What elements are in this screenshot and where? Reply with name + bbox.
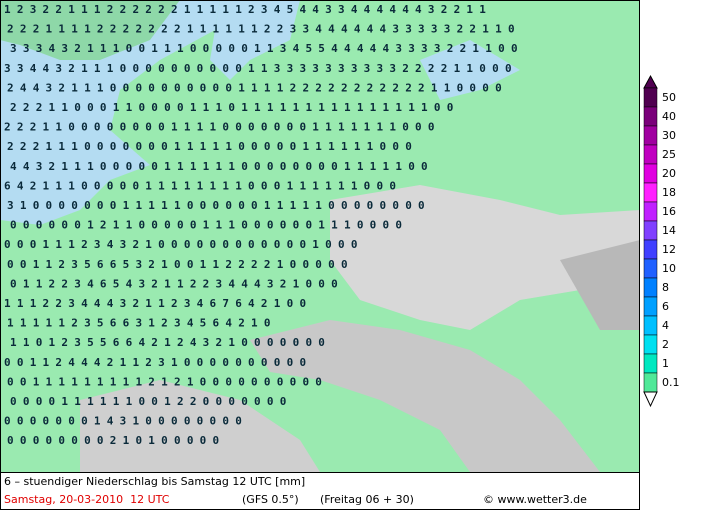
mountains [330,185,640,330]
precip-row: 0 1 1 2 2 3 4 6 5 4 3 2 1 1 2 2 3 4 4 4 … [10,277,338,290]
precip-values: 1 2 3 2 2 1 1 1 2 2 2 2 2 2 1 1 1 1 1 2 … [4,3,518,447]
legend-arrow-bottom [643,391,658,408]
legend-swatch [643,258,658,279]
precip-area [0,0,180,60]
sea [210,0,300,80]
precip-row: 4 4 3 2 1 1 1 0 0 0 0 0 1 1 1 1 1 1 0 0 … [10,160,427,173]
legend-label: 50 [662,91,676,104]
legend-label: 1 [662,357,669,370]
precip-row: 0 0 1 1 2 3 5 6 6 5 3 2 1 0 0 1 1 2 2 2 … [7,258,347,271]
legend-label: 2 [662,338,669,351]
legend-label: 14 [662,224,676,237]
precip-row: 2 2 2 1 1 1 0 0 0 0 0 0 0 1 1 1 1 1 0 0 … [7,140,412,153]
legend-label: 0.1 [662,376,680,389]
legend-label: 40 [662,110,676,123]
mountains [250,320,600,472]
legend-swatch [643,163,658,184]
precip-row: 0 0 1 1 1 1 1 1 1 1 1 2 1 2 1 0 0 0 0 0 … [7,375,322,388]
legend-swatch [643,296,658,317]
precip-row: 2 2 2 1 1 1 1 2 2 2 2 2 2 2 1 1 1 1 1 1 … [7,23,514,36]
legend-label: 10 [662,262,676,275]
legend-swatch [643,334,658,355]
precip-row: 6 4 2 1 1 1 0 0 0 0 0 1 1 1 1 1 1 1 1 0 … [4,179,396,192]
footer-date: Samstag, 20-03-2010 12 UTC [4,493,170,506]
precip-row: 2 2 2 1 1 0 0 0 0 0 0 0 0 1 1 1 1 0 0 0 … [4,121,434,134]
precip-row: 0 0 0 0 0 0 0 0 2 1 0 1 0 0 0 0 0 [7,434,219,447]
precip-row: 3 1 0 0 0 0 0 0 0 1 1 1 1 1 0 0 0 0 0 0 … [7,199,424,212]
precip-row: 0 0 0 0 1 1 1 1 1 1 0 0 1 2 2 0 0 0 0 0 … [10,395,286,408]
precip-row: 0 0 0 1 1 1 2 3 4 3 2 1 0 0 0 0 0 0 0 0 … [4,238,357,251]
legend-swatch [643,125,658,146]
legend: 50 40 30 25 20 18 16 14 12 10 8 6 4 2 1 0.1 [643,74,680,408]
precip-row: 2 2 2 1 1 0 0 0 1 1 0 0 0 0 1 1 1 0 1 1 … [10,101,453,114]
mountains [560,240,640,330]
map-area: 1 2 3 2 2 1 1 1 2 2 2 2 2 2 1 1 1 1 1 2 … [0,0,640,472]
precip-row: 0 0 0 0 0 0 0 1 4 3 1 0 0 0 0 0 0 0 0 [4,415,242,428]
legend-swatch [643,87,658,108]
legend-swatch [643,182,658,203]
precip-row: 2 4 4 3 2 1 1 1 0 0 0 0 0 0 0 0 0 0 1 1 … [7,81,502,94]
legend-swatch [643,353,658,374]
legend-swatch [643,277,658,298]
legend-swatch [643,372,658,393]
precip-row: 0 0 0 0 0 0 1 2 1 1 0 0 0 0 0 1 1 1 0 0 … [10,219,402,232]
legend-label: 12 [662,243,676,256]
precip-row: 3 3 4 4 3 2 1 1 1 0 0 0 0 0 0 0 0 0 0 1 … [4,62,511,75]
mountains [80,380,320,472]
precip-row: 1 1 1 1 1 2 3 5 6 6 3 1 2 3 4 5 6 4 2 1 … [7,317,270,330]
legend-swatch [643,239,658,260]
legend-swatch [643,144,658,165]
footer-run: (Freitag 06 + 30) [320,493,414,506]
legend-label: 8 [662,281,669,294]
precip-row: 3 3 3 4 3 2 1 1 1 0 0 1 1 1 0 0 0 0 0 1 … [10,42,517,55]
legend-label: 25 [662,148,676,161]
legend-label: 16 [662,205,676,218]
legend-label: 6 [662,300,669,313]
legend-swatch [643,315,658,336]
legend-label: 20 [662,167,676,180]
legend-label: 30 [662,129,676,142]
footer-box [0,472,640,510]
precip-row: 0 0 1 1 2 4 4 4 2 1 1 2 3 1 0 0 0 0 0 0 … [4,356,306,369]
footer-model: (GFS 0.5°) [242,493,299,506]
legend-swatch [643,106,658,127]
precip-row: 1 2 3 2 2 1 1 1 2 2 2 2 2 2 1 1 1 1 1 2 … [4,3,486,16]
footer-title: 6 – stuendiger Niederschlag bis Samstag … [4,475,305,488]
precip-row: 1 1 0 1 2 3 5 5 6 6 4 2 1 2 4 3 2 1 0 0 … [10,336,325,349]
sea [420,40,520,100]
legend-label: 4 [662,319,669,332]
legend-label: 18 [662,186,676,199]
legend-swatch [643,201,658,222]
precip-row: 1 1 1 2 2 3 4 4 4 3 2 1 1 2 3 4 6 7 6 4 … [4,297,306,310]
footer-credit: © www.wetter3.de [483,493,587,506]
legend-swatch [643,220,658,241]
